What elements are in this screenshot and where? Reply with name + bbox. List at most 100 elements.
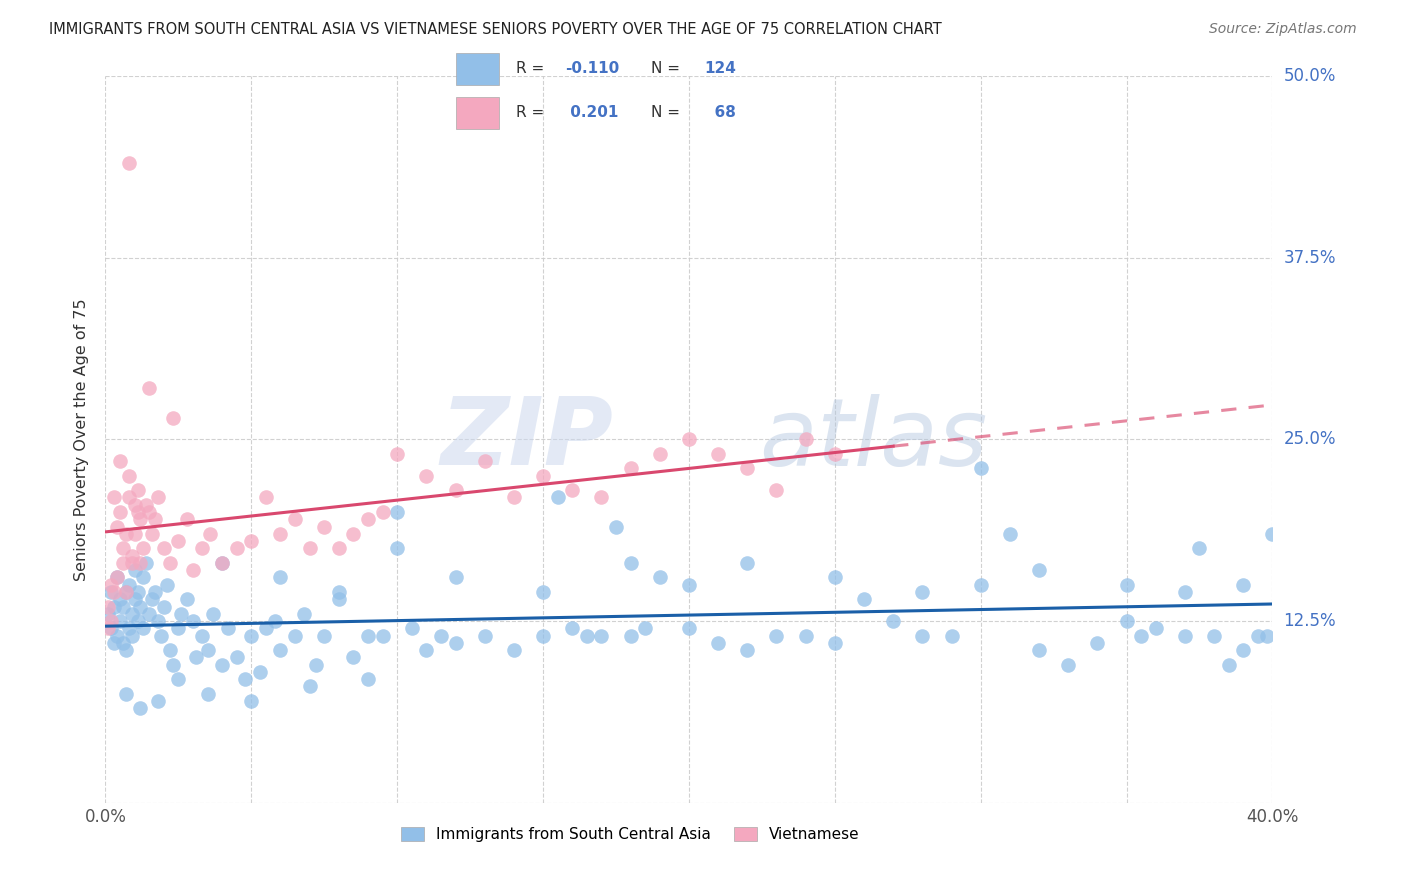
Point — [211, 556, 233, 570]
Point — [941, 629, 963, 643]
Point — [385, 541, 409, 556]
Point — [111, 556, 134, 570]
Point — [132, 621, 155, 635]
Point — [824, 636, 846, 650]
Point — [129, 512, 152, 526]
Point — [111, 541, 134, 556]
Point — [605, 519, 627, 533]
Point — [190, 629, 212, 643]
Point — [103, 585, 125, 599]
Point — [132, 541, 155, 556]
Point — [882, 614, 904, 628]
Point — [143, 585, 166, 599]
Point — [619, 629, 641, 643]
Point — [105, 629, 128, 643]
Point — [156, 578, 179, 592]
Point — [143, 512, 166, 526]
Point — [737, 643, 759, 657]
Point — [108, 454, 131, 468]
Point — [531, 585, 554, 599]
Point — [1115, 578, 1137, 592]
Point — [415, 643, 437, 657]
Point — [127, 614, 149, 628]
Point — [970, 461, 993, 475]
Point — [108, 505, 131, 519]
Point — [153, 599, 174, 614]
Point — [118, 578, 141, 592]
Point — [503, 643, 526, 657]
Point — [737, 461, 759, 475]
Point — [575, 629, 598, 643]
Point — [415, 468, 437, 483]
Point — [1218, 657, 1240, 672]
Point — [149, 629, 172, 643]
Point — [269, 570, 292, 584]
Point — [202, 607, 225, 621]
Point — [328, 585, 350, 599]
Point — [100, 614, 122, 628]
Point — [328, 592, 350, 607]
Point — [619, 556, 641, 570]
Text: Source: ZipAtlas.com: Source: ZipAtlas.com — [1209, 22, 1357, 37]
Point — [217, 621, 239, 635]
Text: N =: N = — [651, 105, 685, 120]
Text: atlas: atlas — [759, 393, 987, 485]
Point — [105, 519, 128, 533]
Point — [531, 629, 554, 643]
Point — [401, 621, 423, 635]
Point — [124, 592, 146, 607]
Point — [225, 541, 247, 556]
Text: 0.201: 0.201 — [565, 105, 619, 120]
FancyBboxPatch shape — [456, 53, 499, 85]
Point — [357, 629, 380, 643]
Point — [115, 687, 138, 701]
Point — [292, 607, 315, 621]
Point — [678, 621, 700, 635]
Point — [127, 483, 149, 498]
Point — [911, 585, 934, 599]
Point — [138, 381, 160, 395]
Point — [254, 621, 277, 635]
Point — [159, 556, 181, 570]
Point — [765, 483, 787, 498]
Point — [235, 672, 257, 686]
Point — [170, 607, 193, 621]
Point — [634, 621, 657, 635]
Point — [1028, 643, 1050, 657]
FancyBboxPatch shape — [456, 97, 499, 129]
Point — [503, 491, 526, 505]
Point — [127, 505, 149, 519]
Point — [474, 454, 496, 468]
Point — [824, 447, 846, 461]
Point — [342, 650, 364, 665]
Point — [124, 498, 146, 512]
Text: -0.110: -0.110 — [565, 62, 620, 77]
Point — [1130, 629, 1153, 643]
Point — [118, 621, 141, 635]
Point — [121, 607, 143, 621]
Point — [911, 629, 934, 643]
Point — [197, 687, 219, 701]
Point — [240, 629, 263, 643]
Point — [135, 498, 157, 512]
Point — [385, 505, 409, 519]
Text: 25.0%: 25.0% — [1284, 430, 1336, 449]
Point — [167, 534, 190, 549]
Point — [162, 657, 184, 672]
Point — [794, 432, 817, 446]
Point — [153, 541, 174, 556]
Point — [648, 447, 671, 461]
Point — [132, 570, 155, 584]
Point — [328, 541, 350, 556]
Point — [118, 468, 141, 483]
Point — [97, 599, 120, 614]
Point — [146, 614, 169, 628]
Point — [298, 541, 321, 556]
Point — [108, 592, 131, 607]
Point — [118, 491, 141, 505]
Point — [141, 592, 163, 607]
Point — [108, 614, 131, 628]
Point — [1057, 657, 1080, 672]
Point — [135, 556, 157, 570]
Point — [342, 526, 364, 541]
